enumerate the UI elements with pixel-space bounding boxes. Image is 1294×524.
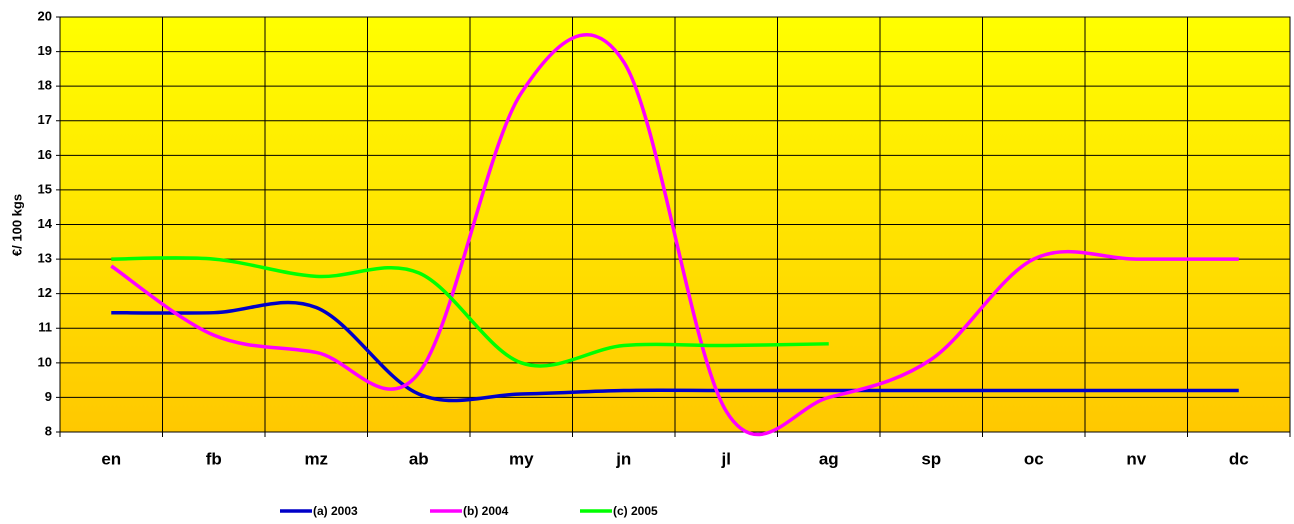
y-tick-label: 18 [38, 78, 52, 93]
y-tick-label: 11 [38, 320, 52, 335]
series-line [110, 33, 1239, 437]
legend-label: (c) 2005 [613, 504, 658, 518]
y-tick-label: 8 [45, 423, 52, 438]
x-tick-label: fb [206, 449, 222, 468]
x-tick-label: en [101, 449, 121, 468]
y-axis-label: €/ 100 kgs [9, 194, 24, 256]
legend-label: (a) 2003 [313, 504, 358, 518]
x-tick-label: ag [819, 449, 839, 468]
x-tick-label: nv [1126, 449, 1146, 468]
x-tick-label: mz [304, 449, 328, 468]
x-tick-label: jn [615, 449, 631, 468]
x-tick-label: jl [721, 449, 731, 468]
y-tick-label: 9 [45, 389, 52, 404]
x-tick-label: my [509, 449, 534, 468]
y-tick-label: 12 [38, 285, 52, 300]
y-tick-label: 15 [38, 181, 52, 196]
x-tick-label: sp [921, 449, 941, 468]
y-tick-label: 10 [38, 354, 52, 369]
y-tick-label: 13 [38, 251, 52, 266]
series-line [111, 256, 829, 368]
x-tick-label: oc [1024, 449, 1044, 468]
y-tick-label: 16 [38, 147, 52, 162]
x-tick-label: dc [1229, 449, 1249, 468]
y-tick-label: 17 [38, 112, 52, 127]
y-tick-label: 20 [38, 8, 52, 23]
x-tick-label: ab [409, 449, 429, 468]
series-line [111, 300, 1239, 403]
y-tick-label: 14 [38, 216, 53, 231]
legend-label: (b) 2004 [463, 504, 509, 518]
y-tick-label: 19 [38, 43, 52, 58]
